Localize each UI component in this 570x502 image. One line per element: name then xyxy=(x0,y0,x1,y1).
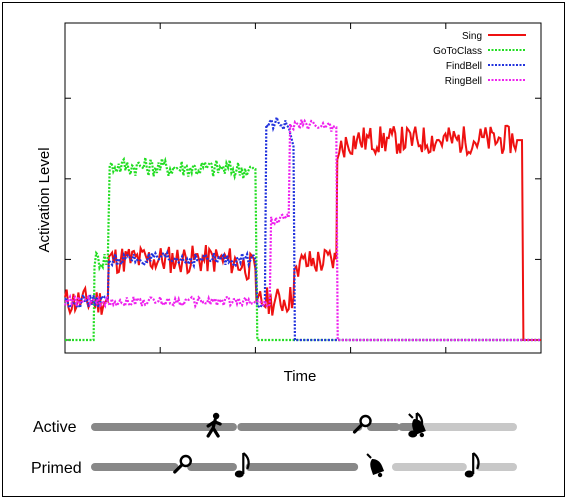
magnifier-icon xyxy=(352,414,372,434)
walking-person-icon xyxy=(206,412,222,438)
legend-label-findbell: FindBell xyxy=(446,61,482,72)
music-note-icon xyxy=(464,452,480,478)
legend: Sing GoToClass FindBell RingBell xyxy=(433,31,526,87)
timeline-primed-label: Primed xyxy=(31,460,82,477)
series-line-sing xyxy=(64,124,541,341)
legend-label-ringbell: RingBell xyxy=(445,76,482,87)
legend-label-sing: Sing xyxy=(462,31,482,42)
series-line-ringbell xyxy=(63,118,541,342)
figure-frame xyxy=(2,2,565,497)
timeline-active xyxy=(91,412,517,438)
timeline-primed xyxy=(91,452,517,478)
music-note-icon xyxy=(234,452,250,478)
x-axis-label: Time xyxy=(284,368,317,385)
plot-area xyxy=(64,22,542,354)
y-axis-label: Activation Level xyxy=(36,147,53,252)
series-lines xyxy=(63,113,541,342)
bell-icon xyxy=(366,453,385,478)
timeline-active-label: Active xyxy=(33,419,77,436)
legend-label-gotoclass: GoToClass xyxy=(433,46,482,57)
music-note-icon xyxy=(408,412,424,438)
axis-ticks xyxy=(65,23,541,353)
magnifier-icon xyxy=(173,454,192,474)
series-line-gotoclass xyxy=(65,156,541,342)
series-line-findbell xyxy=(64,113,541,342)
